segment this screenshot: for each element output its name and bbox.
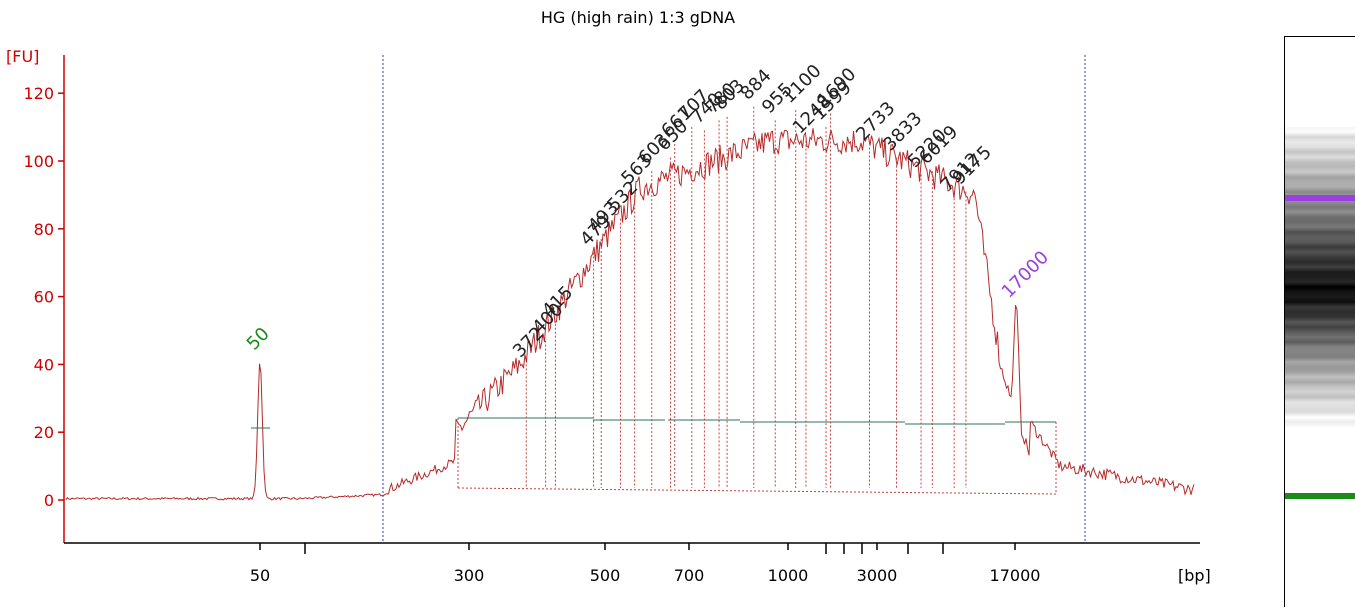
x-tick-label: 300	[454, 566, 485, 585]
gel-lane-smear	[1285, 127, 1355, 427]
y-tick-label: 100	[23, 152, 54, 171]
y-tick-label: 120	[23, 84, 54, 103]
x-tick-label: 17000	[990, 566, 1041, 585]
gel-image	[1284, 36, 1355, 607]
y-tick-label: 0	[44, 491, 54, 510]
x-tick-label: 50	[250, 566, 270, 585]
x-tick-label: 500	[590, 566, 621, 585]
gel-lower-marker-band	[1285, 493, 1355, 499]
lower-marker-label: 50	[243, 323, 274, 354]
y-tick-label: 20	[34, 423, 54, 442]
x-tick-label: 1000	[768, 566, 809, 585]
y-tick-label: 80	[34, 220, 54, 239]
x-tick-label: 3000	[857, 566, 898, 585]
chart-title: HG (high rain) 1:3 gDNA	[541, 8, 735, 27]
y-axis-label: [FU]	[6, 47, 39, 66]
x-axis-label: [bp]	[1178, 566, 1211, 585]
y-tick-label: 40	[34, 355, 54, 374]
y-tick-label: 60	[34, 288, 54, 307]
signal-trace	[65, 128, 1195, 501]
upper-marker-label: 17000	[998, 247, 1053, 302]
x-tick-label: 700	[674, 566, 705, 585]
gel-upper-marker-band	[1285, 195, 1355, 201]
region-baseline-dotted	[457, 487, 1057, 495]
